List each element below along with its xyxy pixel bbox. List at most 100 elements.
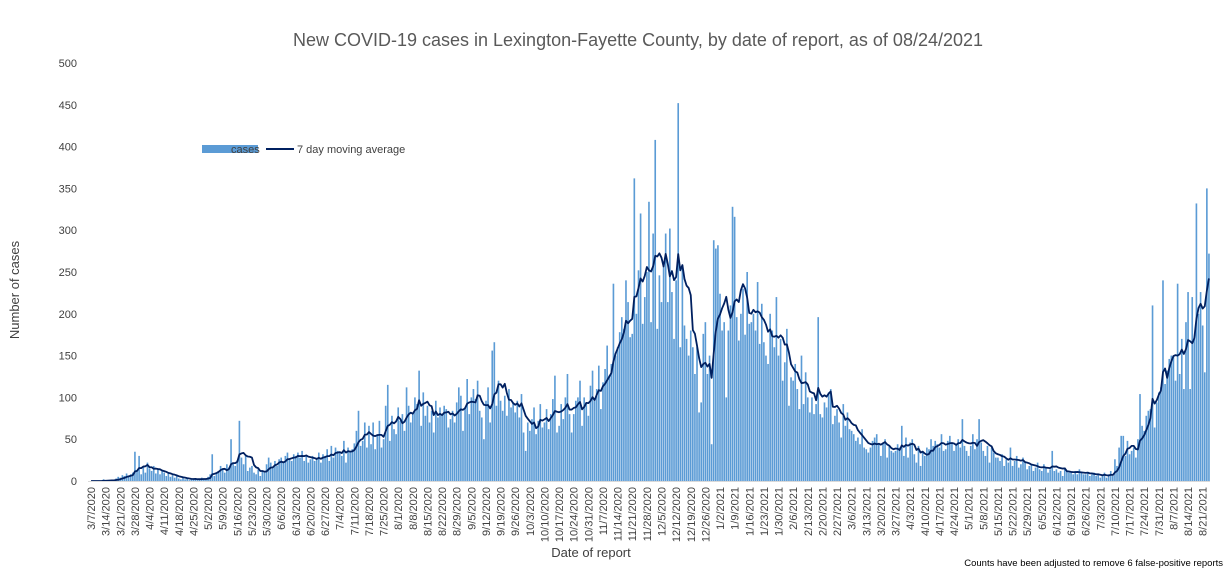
bar xyxy=(474,399,477,481)
bar xyxy=(1114,459,1116,481)
bar xyxy=(466,379,468,481)
bar xyxy=(744,334,746,481)
bar xyxy=(169,476,172,481)
bar xyxy=(175,475,178,481)
bar xyxy=(917,445,920,481)
bar xyxy=(347,447,349,481)
bar xyxy=(493,342,496,481)
bar xyxy=(257,469,260,481)
x-tick-label: 6/19/2021 xyxy=(1066,487,1078,536)
bar xyxy=(132,472,134,481)
bar xyxy=(938,447,941,481)
bar xyxy=(773,347,776,481)
bar xyxy=(1074,470,1077,481)
bar xyxy=(1101,475,1104,481)
bar xyxy=(545,409,548,481)
x-tick-label: 9/12/2020 xyxy=(481,487,493,536)
bar xyxy=(483,439,485,481)
bar xyxy=(244,455,247,481)
bar xyxy=(639,213,642,482)
bar xyxy=(171,475,174,481)
bar xyxy=(1170,355,1173,481)
bar xyxy=(386,384,389,481)
bar xyxy=(597,365,600,481)
bar xyxy=(292,454,295,481)
bar xyxy=(242,464,245,481)
bar xyxy=(1199,292,1202,481)
bar xyxy=(997,457,999,481)
bar xyxy=(1120,435,1123,481)
bar xyxy=(704,322,707,481)
bar xyxy=(161,470,163,481)
bar xyxy=(585,404,588,481)
bar xyxy=(1026,469,1028,481)
bar xyxy=(700,402,703,481)
bar xyxy=(625,280,627,481)
bar xyxy=(1153,427,1156,481)
bar xyxy=(834,415,836,481)
bar xyxy=(366,447,368,481)
x-tick-label: 12/26/2020 xyxy=(700,487,712,542)
x-tick-label: 5/30/2020 xyxy=(262,487,274,536)
bar xyxy=(666,302,669,481)
bar xyxy=(575,400,577,481)
bar xyxy=(558,425,560,481)
bar xyxy=(441,414,443,481)
bar xyxy=(391,415,393,481)
bar xyxy=(689,330,692,481)
bar xyxy=(1011,465,1014,481)
bar xyxy=(742,288,744,481)
y-tick-label: 350 xyxy=(59,183,77,195)
bar xyxy=(412,414,414,481)
bar xyxy=(495,405,498,481)
bar xyxy=(936,444,939,481)
x-tick-label: 2/27/2021 xyxy=(832,487,844,536)
bar xyxy=(238,420,241,481)
bar xyxy=(506,415,508,481)
bar xyxy=(449,419,452,481)
bar xyxy=(882,442,884,481)
bar xyxy=(1160,387,1162,481)
bar xyxy=(512,402,514,481)
x-tick-label: 6/12/2021 xyxy=(1051,487,1063,536)
bar xyxy=(305,455,308,481)
bar xyxy=(409,422,412,481)
x-tick-label: 4/11/2020 xyxy=(159,487,171,535)
bar xyxy=(497,380,500,481)
x-tick-label: 3/21/2020 xyxy=(115,487,127,536)
bar xyxy=(679,347,682,481)
legend-cases-swatch xyxy=(202,145,258,153)
x-tick-label: 7/10/2021 xyxy=(1110,487,1122,536)
bar xyxy=(740,313,742,481)
bar xyxy=(1130,450,1133,481)
bar xyxy=(806,397,809,481)
bar xyxy=(1028,465,1031,481)
bar xyxy=(953,450,955,481)
bar xyxy=(320,462,322,481)
bar xyxy=(435,400,437,481)
bar xyxy=(261,470,264,481)
bar xyxy=(1045,467,1047,481)
bar xyxy=(992,452,995,481)
bar xyxy=(620,317,623,481)
bar xyxy=(1183,389,1185,481)
bar xyxy=(570,432,573,481)
bar xyxy=(748,323,751,481)
bar xyxy=(637,270,640,481)
x-tick-label: 7/17/2021 xyxy=(1125,487,1137,536)
x-tick-label: 6/26/2021 xyxy=(1081,487,1093,536)
x-tick-label: 10/31/2020 xyxy=(583,487,595,542)
bar xyxy=(443,405,445,481)
x-ticks: 3/7/2020 3/14/2020 3/21/2020 3/28/2020 4/4/2… xyxy=(86,487,1210,542)
bar xyxy=(265,464,268,481)
bar xyxy=(852,434,855,481)
bar xyxy=(643,297,646,481)
bar xyxy=(919,465,922,481)
chart-title: New COVID-19 cases in Lexington-Fayette … xyxy=(293,30,983,50)
bar xyxy=(211,454,214,481)
bar xyxy=(295,455,297,481)
bar xyxy=(1112,475,1114,481)
bar xyxy=(455,402,458,481)
bar xyxy=(286,452,289,481)
bar xyxy=(857,437,859,481)
